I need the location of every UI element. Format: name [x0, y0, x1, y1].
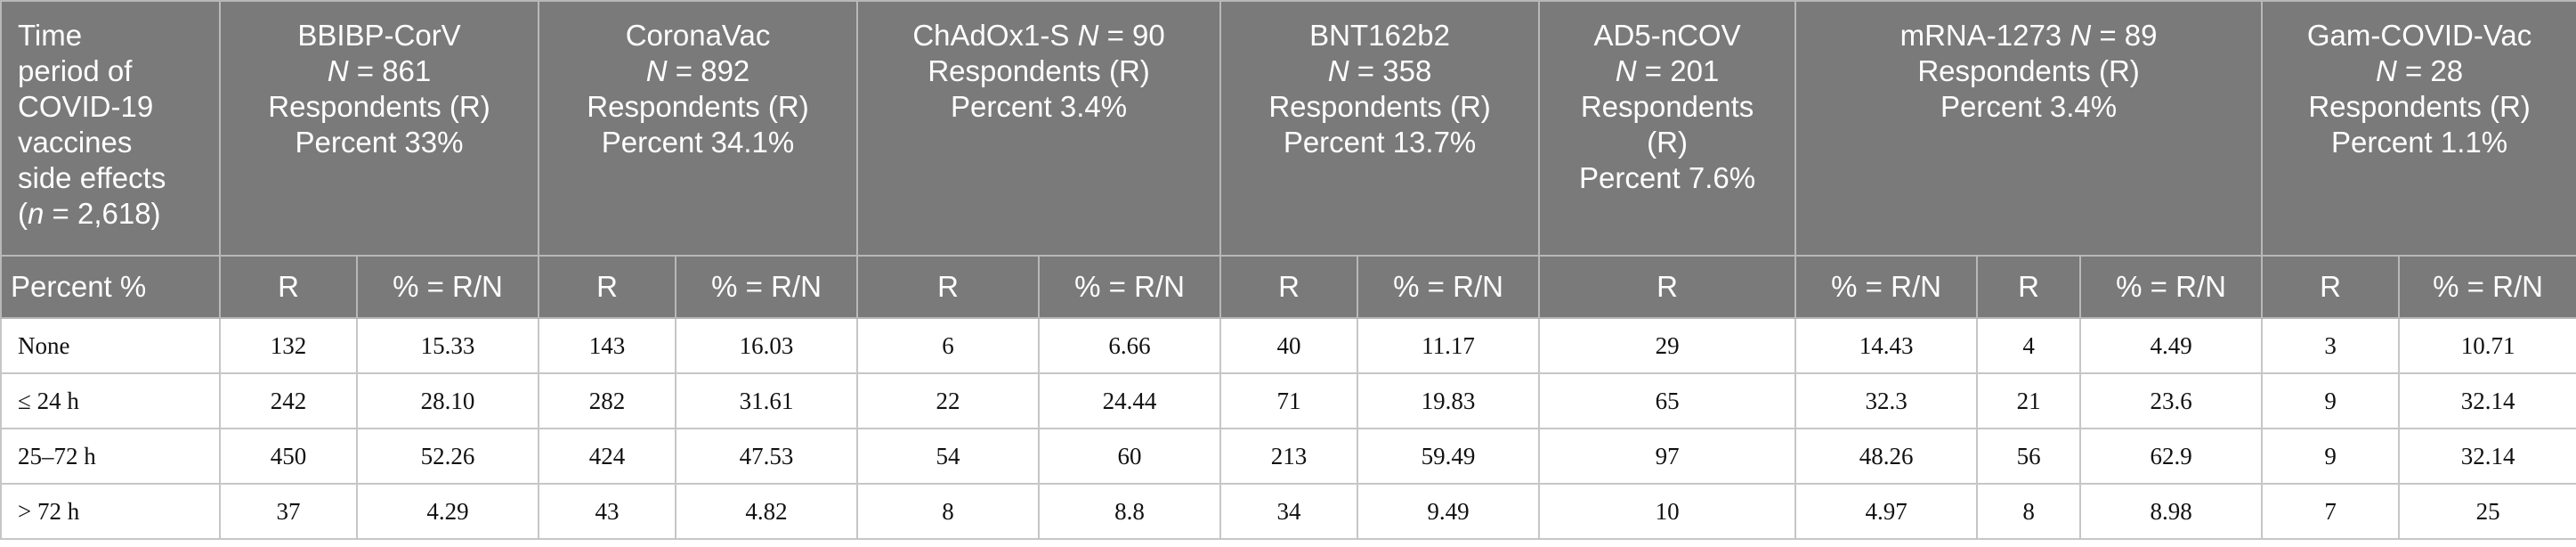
table-cell: 7	[2261, 483, 2401, 540]
table-cell: 48.26	[1794, 428, 1979, 485]
table-cell: 71	[1219, 372, 1359, 429]
vaccine-header-gam-covid-vac: Gam-COVID-Vac N = 28 Respondents (R) Per…	[2261, 0, 2576, 257]
table-cell: 9.49	[1357, 483, 1541, 540]
table-cell: 10	[1538, 483, 1797, 540]
table-cell: 16.03	[675, 317, 859, 374]
table-cell: 22	[856, 372, 1041, 429]
table-cell: 9	[2261, 372, 2401, 429]
table-cell: 31.61	[675, 372, 859, 429]
time-period-header: Time period of COVID-19 vaccines side ef…	[0, 0, 221, 257]
table-cell: 32.14	[2398, 428, 2576, 485]
table-cell: 242	[219, 372, 358, 429]
subheader-pct: % = R/N	[355, 255, 540, 319]
table-cell: 25	[2398, 483, 2576, 540]
table-cell: 52.26	[355, 428, 540, 485]
subheader-r: R	[2261, 255, 2401, 319]
vaccine-header-bnt162b2: BNT162b2 N = 358 Respondents (R) Percent…	[1219, 0, 1541, 257]
table-cell: 32.14	[2398, 372, 2576, 429]
table-cell: 40	[1219, 317, 1359, 374]
vaccine-header-chadox1: ChAdOx1-S N = 90 Respondents (R) Percent…	[856, 0, 1222, 257]
table-cell: 424	[538, 428, 677, 485]
table-cell: 24.44	[1038, 372, 1222, 429]
row-label: > 72 h	[0, 483, 221, 540]
table-cell: 65	[1538, 372, 1797, 429]
table-cell: 4.29	[355, 483, 540, 540]
table-cell: 97	[1538, 428, 1797, 485]
table-cell: 23.6	[2079, 372, 2264, 429]
subheader-r: R	[1976, 255, 2082, 319]
table-cell: 132	[219, 317, 358, 374]
table-cell: 10.71	[2398, 317, 2576, 374]
table-row: 25–72 h 450 52.26 424 47.53 54 60 213 59…	[0, 428, 2576, 485]
table-cell: 282	[538, 372, 677, 429]
table-cell: 4	[1976, 317, 2082, 374]
table-cell: 15.33	[355, 317, 540, 374]
table-cell: 14.43	[1794, 317, 1979, 374]
table-row: None 132 15.33 143 16.03 6 6.66 40 11.17…	[0, 317, 2576, 374]
vaccine-header-mrna1273: mRNA-1273 N = 89 Respondents (R) Percent…	[1794, 0, 2264, 257]
subheader-r: R	[538, 255, 677, 319]
table-cell: 28.10	[355, 372, 540, 429]
table-cell: 4.97	[1794, 483, 1979, 540]
subheader-r: R	[1538, 255, 1797, 319]
row-label: 25–72 h	[0, 428, 221, 485]
table-row: > 72 h 37 4.29 43 4.82 8 8.8 34 9.49 10 …	[0, 483, 2576, 540]
table-cell: 8	[856, 483, 1041, 540]
table-cell: 19.83	[1357, 372, 1541, 429]
table-cell: 6.66	[1038, 317, 1222, 374]
subheader-pct: % = R/N	[2079, 255, 2264, 319]
table-cell: 59.49	[1357, 428, 1541, 485]
subheader-pct: % = R/N	[1038, 255, 1222, 319]
subheader-r: R	[856, 255, 1041, 319]
table-cell: 9	[2261, 428, 2401, 485]
table-row: ≤ 24 h 242 28.10 282 31.61 22 24.44 71 1…	[0, 372, 2576, 429]
table-cell: 3	[2261, 317, 2401, 374]
table-cell: 8.98	[2079, 483, 2264, 540]
header-row-vaccines: Time period of COVID-19 vaccines side ef…	[0, 0, 2576, 257]
table-cell: 47.53	[675, 428, 859, 485]
table-cell: 34	[1219, 483, 1359, 540]
subheader-pct: % = R/N	[1357, 255, 1541, 319]
table-cell: 4.82	[675, 483, 859, 540]
table-cell: 213	[1219, 428, 1359, 485]
table-cell: 29	[1538, 317, 1797, 374]
row-label: ≤ 24 h	[0, 372, 221, 429]
table-cell: 11.17	[1357, 317, 1541, 374]
table-cell: 450	[219, 428, 358, 485]
table-cell: 8	[1976, 483, 2082, 540]
table-cell: 62.9	[2079, 428, 2264, 485]
table-cell: 4.49	[2079, 317, 2264, 374]
header-row-subcolumns: Percent % R % = R/N R % = R/N R % = R/N …	[0, 255, 2576, 319]
table-cell: 54	[856, 428, 1041, 485]
subheader-percent: Percent %	[0, 255, 221, 319]
subheader-pct: % = R/N	[2398, 255, 2576, 319]
vaccine-header-coronavac: CoronaVac N = 892 Respondents (R) Percen…	[538, 0, 859, 257]
table-cell: 143	[538, 317, 677, 374]
vaccine-header-ad5: AD5-nCOV N = 201 Respondents (R) Percent…	[1538, 0, 1797, 257]
subheader-r: R	[1219, 255, 1359, 319]
vaccine-header-bbibp: BBIBP-CorV N = 861 Respondents (R) Perce…	[218, 0, 540, 257]
table-cell: 32.3	[1794, 372, 1979, 429]
subheader-pct: % = R/N	[1794, 255, 1979, 319]
table-cell: 60	[1038, 428, 1222, 485]
table-cell: 56	[1976, 428, 2082, 485]
subheader-r: R	[219, 255, 358, 319]
table-cell: 43	[538, 483, 677, 540]
table-cell: 6	[856, 317, 1041, 374]
table-cell: 21	[1976, 372, 2082, 429]
subheader-pct: % = R/N	[675, 255, 859, 319]
row-label: None	[0, 317, 221, 374]
table-cell: 8.8	[1038, 483, 1222, 540]
table-cell: 37	[219, 483, 358, 540]
